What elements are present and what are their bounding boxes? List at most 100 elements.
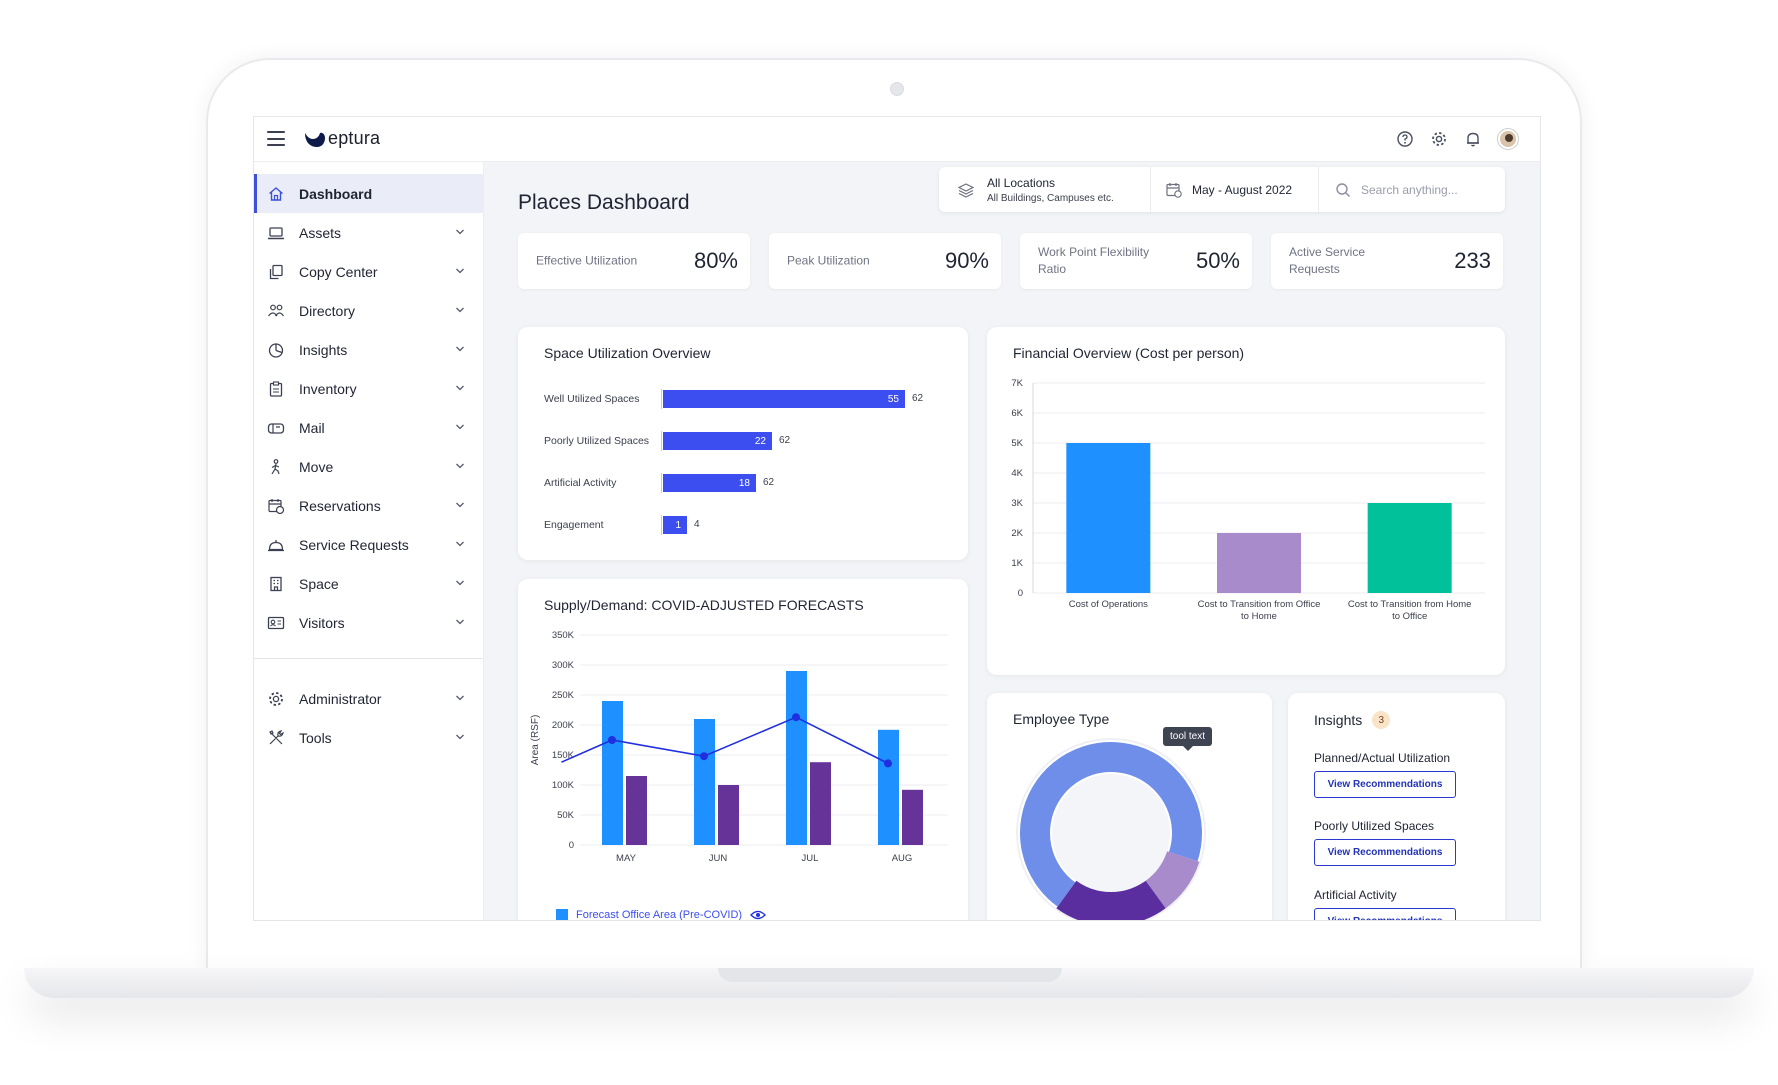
sidebar-item-label: Tools [299,729,332,746]
tooltip: tool text [1163,727,1213,751]
sidebar-item-insights[interactable]: Insights [254,330,483,369]
sidebar-item-label: Copy Center [299,263,378,280]
kpi-value: 90% [944,248,989,273]
help-icon[interactable] [1396,130,1414,148]
view-recommendations-button[interactable]: View Recommendations [1314,908,1456,920]
sidebar-item-copy-center[interactable]: Copy Center [254,252,483,291]
chevron-down-icon[interactable] [455,617,465,627]
menu-icon[interactable] [267,131,285,146]
avatar[interactable] [1498,129,1518,149]
chevron-down-icon[interactable] [455,227,465,237]
bar-label: Engagement [544,519,604,531]
sidebar-item-visitors[interactable]: Visitors [254,603,483,642]
sidebar-item-tools[interactable]: Tools [254,718,483,757]
chevron-down-icon[interactable] [455,500,465,510]
insights-card: Insights 3 Planned/Actual Utilization Vi… [1288,693,1505,920]
line-point [700,752,708,761]
logo-text: eptura [328,127,381,148]
donut-hole [1052,774,1170,892]
sidebar-item-assets[interactable]: Assets [254,213,483,252]
search-box[interactable] [1319,167,1505,212]
location-subtitle: All Buildings, Campuses etc. [987,192,1114,204]
insight-item: Planned/Actual Utilization View Recommen… [1314,751,1456,798]
kpi-label: Active Service Requests [1289,245,1366,276]
sidebar-item-inventory[interactable]: Inventory [254,369,483,408]
bar[interactable]: 1 [663,516,687,534]
bar-row: Engagement 1 4 [544,515,944,535]
x-tick-label: AUG [892,853,913,864]
settings-icon[interactable] [1430,130,1448,148]
x-tick-label: Cost to Transition from Office [1198,599,1321,610]
sidebar-item-directory[interactable]: Directory [254,291,483,330]
employee-type-card: Employee Type tool text [987,693,1272,920]
chevron-down-icon[interactable] [455,578,465,588]
x-tick-label: to Home [1241,611,1277,622]
legend: Forecast Office Area (Pre-COVID) [556,909,766,921]
bar [718,785,739,845]
sidebar-item-mail[interactable]: Mail [254,408,483,447]
insight-label: Poorly Utilized Spaces [1314,819,1435,833]
view-recommendations-button[interactable]: View Recommendations [1314,771,1456,798]
chevron-down-icon[interactable] [455,461,465,471]
bar-value: 55 [887,394,899,405]
chevron-down-icon[interactable] [455,422,465,432]
bar-value: 18 [738,478,750,489]
kpi-value: 80% [693,248,738,273]
financial-overview-card: Financial Overview (Cost per person) 0 1K… [987,327,1505,675]
sidebar-item-move[interactable]: Move [254,447,483,486]
x-tick-label: JUL [802,853,819,864]
y-tick-label: 300K [552,660,575,671]
sidebar-item-label: Insights [299,341,348,358]
bar[interactable]: 18 [663,474,756,492]
chevron-down-icon[interactable] [455,732,465,742]
bar [694,719,715,845]
copy-icon [269,264,283,279]
date-filter[interactable]: May - August 2022 [1151,167,1319,212]
kpi-card: Work Point Flexibility Ratio 50% [1020,233,1252,289]
gear-icon [269,691,283,706]
bell-icon[interactable] [1464,130,1482,148]
y-tick-label: 5K [1011,438,1023,449]
kpi-card: Active Service Requests 233 [1271,233,1503,289]
chevron-down-icon[interactable] [455,539,465,549]
walking-person-icon [271,458,280,474]
x-tick-label: MAY [616,853,637,864]
y-tick-label: 3K [1011,498,1023,509]
bar[interactable]: 22 [663,432,772,450]
view-recommendations-button[interactable]: View Recommendations [1314,839,1456,866]
sidebar-item-administrator[interactable]: Administrator [254,679,483,718]
chevron-down-icon[interactable] [455,383,465,393]
eye-icon[interactable] [750,909,766,921]
chevron-down-icon[interactable] [455,693,465,703]
search-input[interactable] [1361,182,1491,197]
bar[interactable]: 55 [663,390,905,408]
sidebar-item-label: Administrator [299,690,382,707]
tools-icon [269,729,284,744]
donut-slice [1020,742,1202,907]
bar [1066,443,1151,593]
y-tick-label: 150K [552,750,575,761]
laptop-icon [268,226,284,239]
location-filter[interactable]: All Locations All Buildings, Campuses et… [939,167,1151,212]
location-title: All Locations [987,175,1056,190]
chevron-down-icon[interactable] [455,266,465,276]
chevron-down-icon[interactable] [455,344,465,354]
line-point [884,759,892,768]
sidebar-item-reservations[interactable]: Reservations [254,486,483,525]
x-tick-label: Cost to Transition from Home [1348,599,1472,610]
chevron-down-icon[interactable] [455,305,465,315]
sidebar-item-space[interactable]: Space [254,564,483,603]
insight-item: Artificial Activity View Recommendations [1314,888,1456,920]
sidebar-item-dashboard[interactable]: Dashboard [254,174,483,213]
kpi-card: Effective Utilization 80% [518,233,750,289]
app-screen: eptura Dashboard Assets Copy Center Dire… [253,116,1541,921]
employee-type-donut [1016,738,1206,920]
sidebar-item-service-requests[interactable]: Service Requests [254,525,483,564]
y-tick-label: 100K [552,780,575,791]
kpi-label: Effective Utilization [536,253,638,268]
bar-track: 18 62 [661,473,774,493]
mailbox-icon [267,422,285,434]
bar-label: Artificial Activity [544,477,617,489]
logo[interactable]: eptura [304,127,380,149]
kpi-value: 233 [1454,248,1491,273]
